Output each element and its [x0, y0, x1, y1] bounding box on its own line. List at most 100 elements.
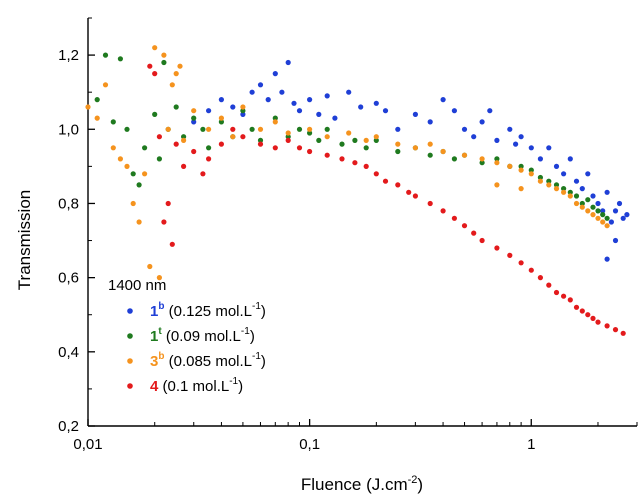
series-2-point-21 [230, 134, 236, 140]
series-2-point-13 [165, 126, 171, 132]
series-3-point-50 [620, 330, 626, 336]
series-2-point-49 [590, 212, 596, 218]
series-2-point-11 [156, 275, 162, 281]
series-3-point-37 [528, 267, 534, 273]
series-1-point-50 [585, 197, 591, 203]
series-0-point-8 [272, 71, 278, 77]
series-1-point-5 [130, 171, 136, 177]
series-1-point-53 [600, 212, 606, 218]
series-1-point-2 [110, 119, 116, 125]
series-3-point-43 [573, 304, 580, 310]
series-1-point-9 [156, 156, 162, 162]
series-1-point-39 [494, 156, 500, 162]
series-3-point-40 [553, 289, 560, 296]
series-1-point-4 [124, 126, 130, 132]
series-0-point-7 [265, 97, 271, 103]
series-2-point-25 [285, 130, 291, 136]
series-0-point-46 [604, 189, 610, 195]
series-3-point-41 [561, 293, 567, 299]
series-0-point-40 [573, 178, 580, 184]
series-1-point-44 [546, 178, 552, 184]
series-2-point-19 [206, 126, 212, 132]
series-1-point-48 [573, 193, 580, 199]
series-2-point-5 [124, 163, 130, 169]
series-2-point-29 [363, 137, 369, 143]
series-0-point-48 [612, 208, 619, 214]
series-2-point-37 [494, 160, 500, 166]
x-tick-label-1: 0,1 [299, 436, 320, 453]
series-0-point-1 [206, 108, 212, 114]
series-2-point-22 [240, 104, 246, 110]
series-0-point-29 [487, 108, 493, 114]
series-3-point-1 [152, 71, 158, 77]
x-tick-label-2: 1 [527, 436, 535, 453]
x-axis-title: Fluence (J.cm-2) [301, 474, 423, 494]
series-0-point-20 [382, 108, 389, 114]
series-3-point-5 [169, 241, 175, 247]
x-axis-title-sup: -2 [408, 474, 418, 486]
series-2-point-20 [218, 115, 224, 121]
series-1-point-51 [590, 204, 596, 210]
legend-marker-2 [127, 358, 133, 364]
series-2-point-35 [461, 152, 468, 158]
series-0-point-30 [494, 137, 500, 143]
series-1-point-28 [339, 141, 345, 147]
y-tick-label-3: 0,8 [58, 195, 79, 212]
series-3-point-19 [324, 152, 330, 158]
series-3-point-23 [373, 171, 379, 177]
series-0-point-38 [561, 171, 567, 177]
y-tick-label-2: 0,6 [58, 270, 79, 287]
legend-label-conc-sup-0: -1 [252, 301, 261, 312]
series-3-point-17 [296, 145, 303, 151]
series-2-point-0 [85, 104, 91, 110]
series-3-point-15 [272, 145, 278, 151]
series-0-point-9 [279, 89, 285, 95]
series-3-point-34 [494, 245, 500, 251]
series-2-point-3 [110, 145, 116, 151]
series-1-point-26 [316, 137, 322, 143]
y-ticks: 0,2 0,4 0,6 0,8 1,0 1,2 [58, 17, 95, 435]
series-2-point-52 [604, 223, 610, 229]
series-2-point-6 [130, 200, 136, 207]
series-0-point-25 [451, 108, 457, 114]
series-2-point-14 [169, 82, 175, 88]
series-3-point-4 [165, 200, 171, 207]
series-0-point-35 [537, 156, 544, 162]
legend-entries: 1b (0.125 mol.L-1)1t (0.09 mol.L-1)3b (0… [127, 301, 266, 395]
series-1-point-23 [285, 134, 291, 140]
series-3-point-0 [147, 63, 153, 69]
series-3-point-45 [585, 312, 591, 318]
legend-label-conc-1: (0.09 mol.L [162, 328, 241, 345]
series-1-point-7 [142, 145, 148, 151]
legend-label-close-1: ) [250, 328, 255, 345]
series-0-point-34 [528, 145, 534, 151]
y-tick-label-1: 0,4 [58, 344, 79, 361]
legend-label-conc-2: (0.085 mol.L [164, 353, 252, 370]
series-3-point-32 [471, 230, 477, 236]
series-3-point-2 [156, 134, 162, 140]
series-3-point-29 [440, 208, 446, 214]
series-2-point-38 [507, 163, 513, 169]
series-1-point-12 [173, 104, 179, 110]
series-1-point-20 [249, 126, 255, 132]
series-1-point-36 [451, 156, 457, 162]
x-ticks: 0,01 0,1 1 [73, 419, 638, 453]
series-0-point-45 [600, 208, 606, 214]
legend-label-num-2: 3 [150, 353, 158, 370]
series-1-point-15 [200, 126, 206, 132]
series-2-point-42 [546, 182, 552, 188]
series-0-point-41 [579, 186, 585, 192]
series-2-point-23 [257, 126, 264, 132]
series-3-point-7 [181, 163, 187, 169]
series-3-point-12 [230, 126, 236, 132]
series-0-point-51 [624, 212, 630, 218]
series-0-point-50 [620, 215, 626, 221]
series-0-point-24 [440, 97, 446, 103]
series-1-point-13 [181, 134, 187, 140]
series-0-point-19 [373, 100, 379, 106]
series-0-point-2 [218, 97, 224, 103]
series-1-point-21 [257, 137, 264, 143]
series-3-point-36 [518, 260, 524, 266]
series-2-point-34 [440, 148, 446, 155]
series-1-point-3 [117, 56, 123, 62]
